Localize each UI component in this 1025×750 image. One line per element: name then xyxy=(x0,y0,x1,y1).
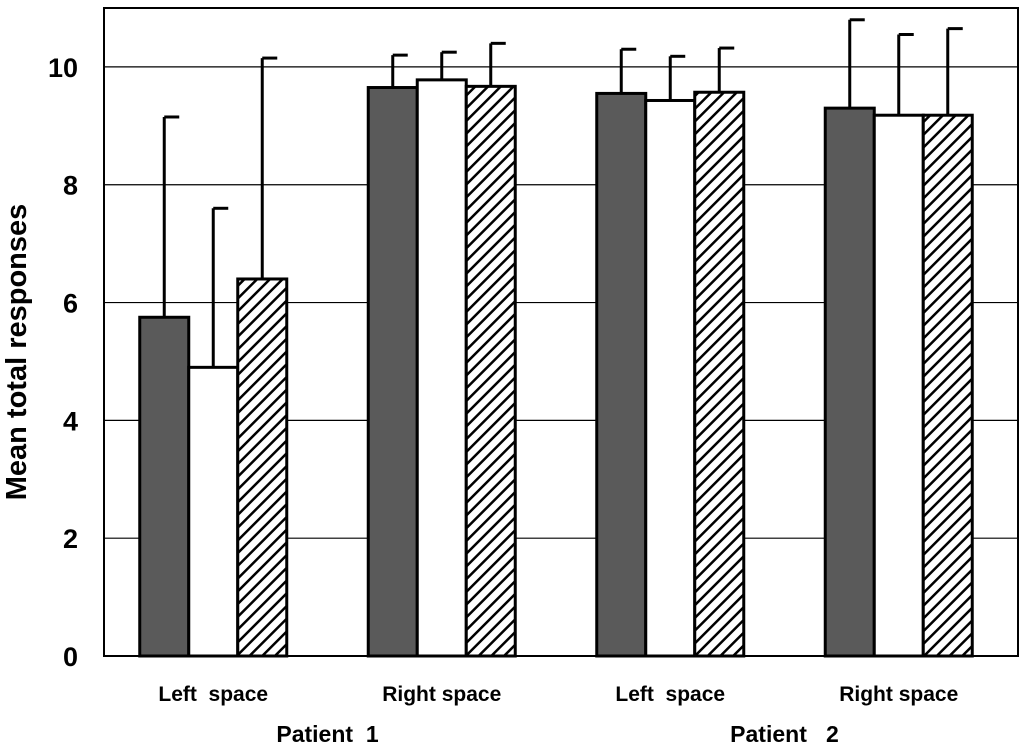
plot-area-frame xyxy=(103,7,1019,657)
y-tick-label: 0 xyxy=(63,642,78,672)
x-category-label: Left space xyxy=(615,683,725,706)
y-tick-label: 2 xyxy=(63,524,78,554)
bar xyxy=(187,365,240,658)
y-tick-label: 4 xyxy=(63,406,78,436)
bar xyxy=(823,106,876,658)
x-category-label: Right space xyxy=(382,683,501,706)
y-tick-label: 10 xyxy=(48,53,78,83)
group-label: Patient 2 xyxy=(730,721,839,747)
bar xyxy=(693,90,746,658)
bar xyxy=(415,78,468,658)
x-axis-category-labels: Left space Right space Left space Right spa… xyxy=(158,683,958,706)
bars xyxy=(138,18,974,658)
x-category-label: Left space xyxy=(158,683,268,706)
bar xyxy=(921,113,974,658)
bar xyxy=(595,91,648,658)
bar xyxy=(366,86,419,658)
y-tick-label: 6 xyxy=(63,289,78,319)
bar xyxy=(464,84,517,658)
x-axis-group-labels: Patient 1 Patient 2 xyxy=(276,721,838,747)
y-axis-label: Mean total responses xyxy=(1,204,33,501)
x-category-label: Right space xyxy=(839,683,958,706)
y-axis-ticks: 0 2 4 6 8 10 xyxy=(48,53,78,672)
y-tick-label: 8 xyxy=(63,171,78,201)
bar xyxy=(138,315,191,658)
group-label: Patient 1 xyxy=(276,721,378,747)
bar xyxy=(872,113,925,658)
bar xyxy=(236,277,289,658)
bar xyxy=(644,98,697,658)
